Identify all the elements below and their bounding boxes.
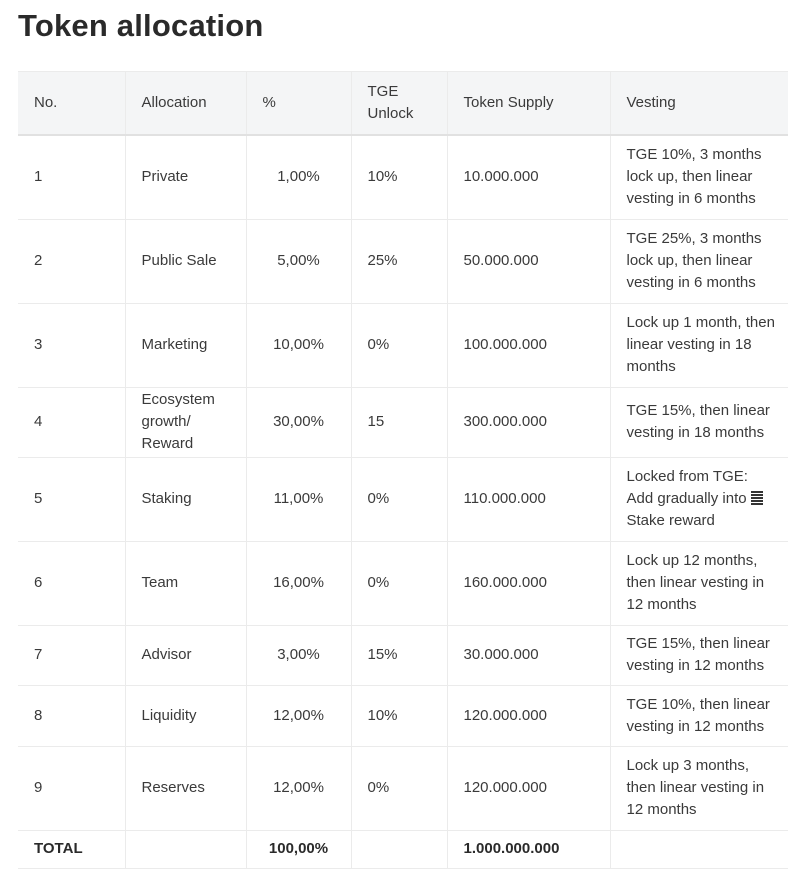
cell-percent: 12,00% [245,745,352,831]
cell-no: 8 [18,684,126,747]
cell-allocation: Ecosystem growth/ Reward [124,386,247,458]
cell-no: 7 [18,624,126,686]
cell-token-supply: 10.000.000 [446,134,611,220]
vesting-text: Locked from TGE: Add gradually into [626,468,751,507]
table-row: 3 Marketing 10,00% 0% 100.000.000 Lock u… [18,302,788,388]
cell-percent: 16,00% [245,540,352,626]
cell-vesting: TGE 25%, 3 months lock up, then linear v… [609,218,788,304]
cell-vesting: Lock up 1 month, then linear vesting in … [609,302,788,388]
cell-allocation: Liquidity [124,684,247,747]
cell-percent: 1,00% [245,134,352,220]
total-tge-empty [350,829,448,869]
total-supply: 1.000.000.000 [446,829,611,869]
stack-icon [750,491,763,505]
page-title: Token allocation [18,8,264,43]
cell-tge-unlock: 0% [350,540,448,626]
cell-tge-unlock: 15 [350,386,448,458]
cell-allocation: Reserves [124,745,247,831]
cell-vesting: Lock up 12 months, then linear vesting i… [609,540,788,626]
cell-no: 5 [18,456,126,542]
cell-token-supply: 160.000.000 [446,540,611,626]
cell-allocation: Public Sale [124,218,247,304]
cell-vesting: Lock up 3 months, then linear vesting in… [609,745,788,831]
header-token-supply: Token Supply [446,71,611,136]
table-row: 6 Team 16,00% 0% 160.000.000 Lock up 12 … [18,540,788,626]
table-row: 4 Ecosystem growth/ Reward 30,00% 15 300… [18,386,788,458]
cell-vesting: Locked from TGE: Add gradually into Stak… [609,456,788,542]
header-vesting: Vesting [609,71,788,136]
total-allocation-empty [124,829,247,869]
cell-tge-unlock: 0% [350,745,448,831]
token-allocation-table: No. Allocation % TGE Unlock Token Supply… [18,71,788,869]
cell-allocation: Advisor [124,624,247,686]
table-row: 9 Reserves 12,00% 0% 120.000.000 Lock up… [18,745,788,831]
cell-percent: 11,00% [245,456,352,542]
table-total-row: TOTAL 100,00% 1.000.000.000 [18,829,788,869]
header-tge-unlock: TGE Unlock [350,71,448,136]
cell-vesting: TGE 15%, then linear vesting in 12 month… [609,624,788,686]
cell-no: 6 [18,540,126,626]
cell-allocation: Private [124,134,247,220]
cell-allocation: Marketing [124,302,247,388]
cell-tge-unlock: 0% [350,456,448,542]
cell-vesting: TGE 10%, 3 months lock up, then linear v… [609,134,788,220]
total-vesting-empty [609,829,788,869]
cell-no: 2 [18,218,126,304]
cell-percent: 10,00% [245,302,352,388]
cell-token-supply: 100.000.000 [446,302,611,388]
cell-token-supply: 50.000.000 [446,218,611,304]
table-row: 5 Staking 11,00% 0% 110.000.000 Locked f… [18,456,788,542]
cell-tge-unlock: 25% [350,218,448,304]
cell-no: 1 [18,134,126,220]
cell-token-supply: 110.000.000 [446,456,611,542]
cell-vesting: TGE 15%, then linear vesting in 18 month… [609,386,788,458]
cell-allocation: Team [124,540,247,626]
cell-percent: 12,00% [245,684,352,747]
cell-token-supply: 30.000.000 [446,624,611,686]
cell-vesting: TGE 10%, then linear vesting in 12 month… [609,684,788,747]
cell-token-supply: 300.000.000 [446,386,611,458]
cell-no: 3 [18,302,126,388]
cell-no: 9 [18,745,126,831]
header-no: No. [18,71,126,136]
header-allocation: Allocation [124,71,247,136]
cell-percent: 3,00% [245,624,352,686]
cell-no: 4 [18,386,126,458]
table-row: 1 Private 1,00% 10% 10.000.000 TGE 10%, … [18,134,788,220]
cell-token-supply: 120.000.000 [446,684,611,747]
cell-token-supply: 120.000.000 [446,745,611,831]
table-row: 7 Advisor 3,00% 15% 30.000.000 TGE 15%, … [18,624,788,686]
header-percent: % [245,71,352,136]
cell-allocation: Staking [124,456,247,542]
cell-tge-unlock: 0% [350,302,448,388]
table-header-row: No. Allocation % TGE Unlock Token Supply… [18,71,788,136]
cell-tge-unlock: 10% [350,684,448,747]
table-row: 2 Public Sale 5,00% 25% 50.000.000 TGE 2… [18,218,788,304]
cell-percent: 5,00% [245,218,352,304]
vesting-text: Stake reward [626,512,715,529]
cell-percent: 30,00% [245,386,352,458]
total-percent: 100,00% [245,829,352,869]
table-row: 8 Liquidity 12,00% 10% 120.000.000 TGE 1… [18,684,788,747]
total-label: TOTAL [18,829,126,869]
cell-tge-unlock: 15% [350,624,448,686]
cell-tge-unlock: 10% [350,134,448,220]
